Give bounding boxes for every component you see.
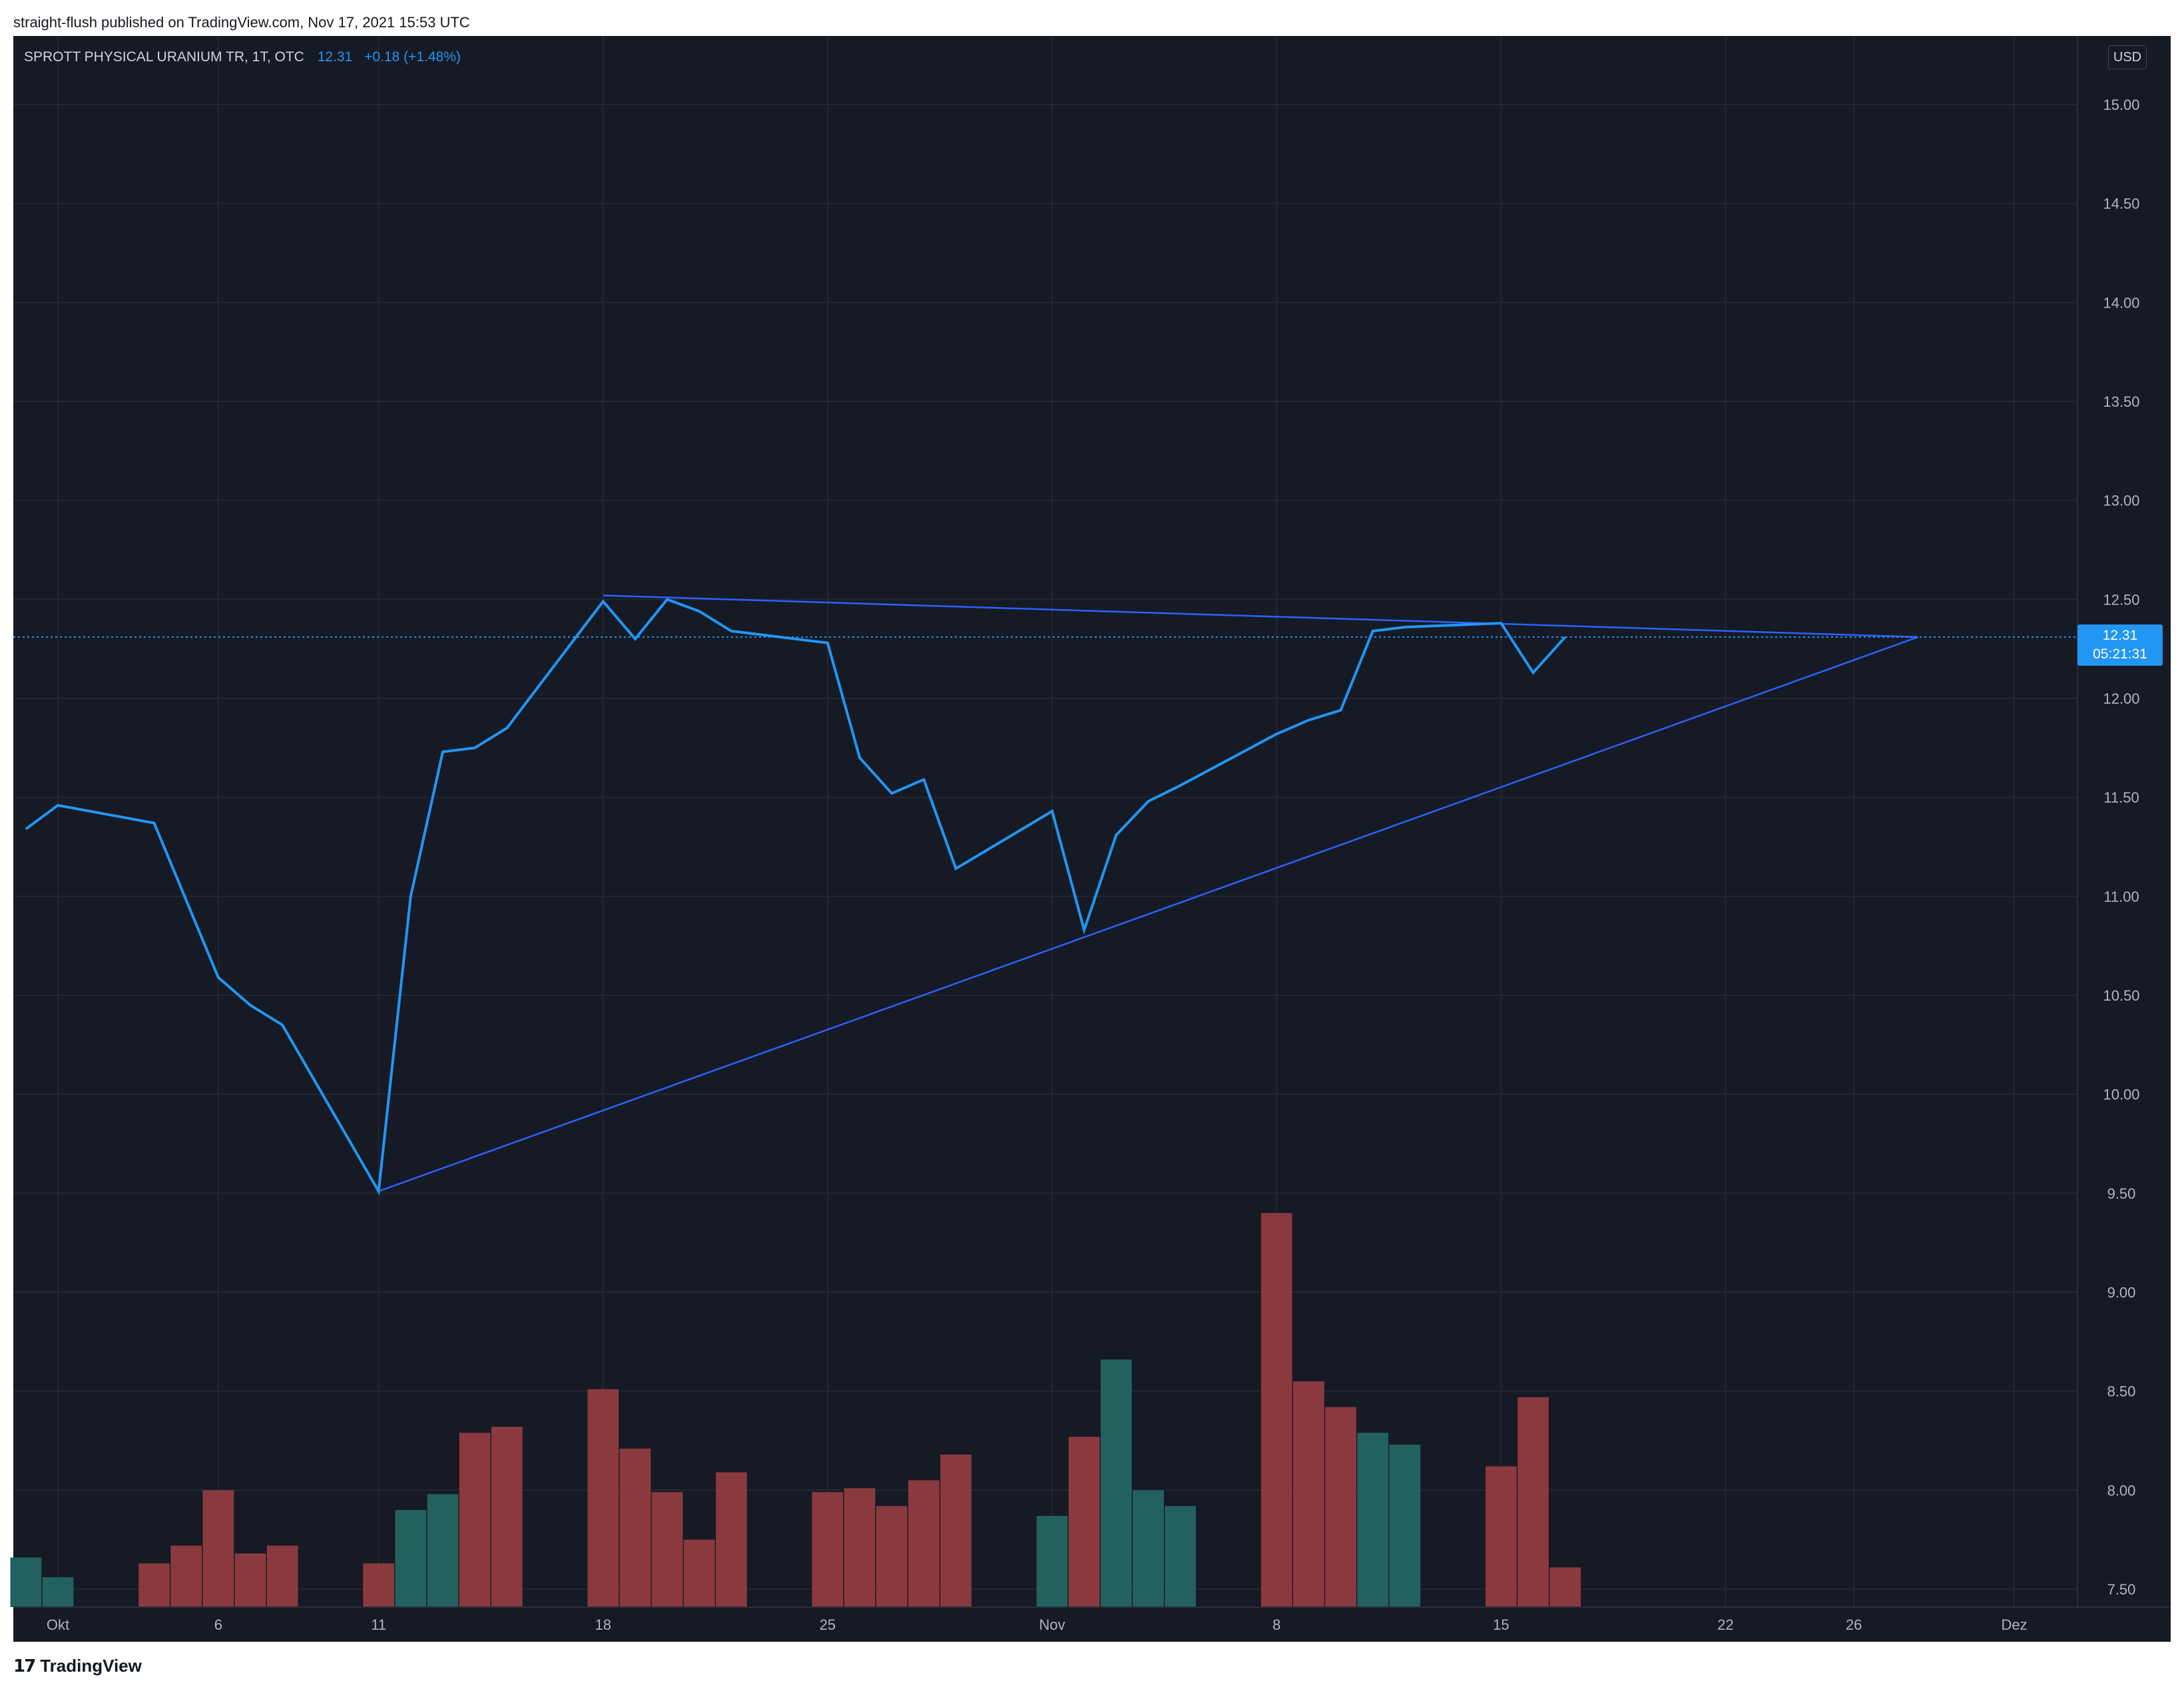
volume-bar <box>940 1454 971 1607</box>
chart-panel[interactable] <box>13 36 2171 1642</box>
volume-bar <box>363 1563 394 1607</box>
price-tick-label: 11.50 <box>2103 790 2139 806</box>
symbol-name: SPROTT PHYSICAL URANIUM TR, 1T, OTC <box>24 49 304 65</box>
currency-badge[interactable]: USD <box>2108 45 2147 69</box>
volume-bar <box>1549 1567 1581 1607</box>
volume-bar <box>1036 1515 1068 1607</box>
volume-bar <box>1517 1397 1549 1607</box>
time-tick-label: 18 <box>595 1616 611 1633</box>
volume-bar <box>491 1427 523 1607</box>
volume-bar <box>170 1545 202 1607</box>
volume-bar <box>1357 1433 1389 1607</box>
price-tick-label: 15.00 <box>2103 97 2139 113</box>
price-tick-label: 8.50 <box>2107 1383 2136 1400</box>
bar-countdown: 05:21:31 <box>2093 646 2147 662</box>
published-header: straight-flush published on TradingView.… <box>13 14 470 31</box>
trendline-2[interactable] <box>378 636 1918 1192</box>
volume-bar <box>1133 1490 1164 1607</box>
volume-bar <box>42 1577 74 1607</box>
volume-bar <box>138 1563 170 1607</box>
time-tick-label: Nov <box>1039 1616 1065 1633</box>
price-tick-label: 10.50 <box>2103 987 2139 1004</box>
symbol-legend[interactable]: SPROTT PHYSICAL URANIUM TR, 1T, OTC 12.3… <box>24 44 461 71</box>
price-tick-label: 14.50 <box>2103 196 2139 212</box>
volume-bar <box>10 1557 42 1607</box>
price-tick-label: 8.00 <box>2107 1482 2136 1499</box>
symbol-price: 12.31 <box>317 49 353 65</box>
volume-bar <box>812 1492 844 1607</box>
volume-bar <box>427 1494 459 1607</box>
grid-lines <box>13 36 2077 1607</box>
volume-bar <box>587 1389 619 1607</box>
volume-bar <box>395 1510 427 1607</box>
volume-bar <box>266 1545 298 1607</box>
trendline-1[interactable] <box>603 595 1918 638</box>
time-tick-label: 6 <box>214 1616 222 1633</box>
volume-bar <box>202 1490 234 1607</box>
volume-bar <box>619 1448 651 1607</box>
volume-bar <box>1389 1444 1421 1607</box>
time-tick-label: Okt <box>47 1616 69 1633</box>
price-tick-label: 14.00 <box>2103 294 2139 311</box>
price-tick-label: 12.00 <box>2103 690 2139 707</box>
time-tick-label: 11 <box>371 1616 386 1633</box>
volume-bar <box>1068 1437 1100 1607</box>
price-tick-label: 13.50 <box>2103 393 2139 410</box>
last-price-value: 12.31 <box>2102 628 2138 643</box>
tradingview-logo-icon: 17 <box>13 1656 36 1676</box>
time-tick-label: Dez <box>2001 1616 2027 1633</box>
price-tick-label: 10.00 <box>2103 1087 2139 1103</box>
volume-bar <box>1260 1213 1292 1607</box>
time-tick-label: 25 <box>820 1616 836 1633</box>
volume-bars <box>10 1213 1581 1607</box>
volume-bar <box>651 1492 683 1607</box>
time-tick-label: 26 <box>1846 1616 1862 1633</box>
time-tick-label: 22 <box>1717 1616 1733 1633</box>
brand-name: TradingView <box>40 1656 142 1676</box>
price-tick-label: 7.50 <box>2107 1581 2136 1598</box>
time-tick-label: 8 <box>1272 1616 1280 1633</box>
volume-bar <box>1165 1506 1197 1607</box>
volume-bar <box>716 1472 747 1607</box>
price-tick-label: 9.00 <box>2107 1284 2136 1301</box>
time-tick-label: 15 <box>1493 1616 1509 1633</box>
price-axis: 15.00 14.50 14.00 13.50 13.00 12.50 12.00 11.50… <box>2103 97 2139 1598</box>
price-tick-label: 11.00 <box>2103 888 2139 905</box>
volume-bar <box>876 1506 908 1607</box>
volume-bar <box>234 1553 266 1607</box>
volume-bar <box>1293 1381 1324 1607</box>
price-tick-label: 9.50 <box>2107 1185 2136 1202</box>
price-line <box>25 597 1567 1196</box>
symbol-change: +0.18 (+1.48%) <box>364 49 461 65</box>
volume-bar <box>1101 1359 1132 1607</box>
volume-bar <box>844 1488 876 1607</box>
time-axis: Okt 6 11 18 25 Nov 8 15 22 26 Dez <box>47 1616 2028 1633</box>
volume-bar <box>459 1433 491 1607</box>
volume-bar <box>1325 1407 1356 1607</box>
tradingview-footer[interactable]: 17 TradingView <box>13 1652 142 1679</box>
price-tick-label: 12.50 <box>2103 591 2139 608</box>
trendlines <box>378 595 1918 1192</box>
price-tick-label: 13.00 <box>2103 493 2139 509</box>
volume-bar <box>1486 1466 1517 1607</box>
last-price-tag: 12.31 05:21:31 <box>2077 624 2163 666</box>
volume-bar <box>683 1539 715 1607</box>
volume-bar <box>908 1480 940 1607</box>
